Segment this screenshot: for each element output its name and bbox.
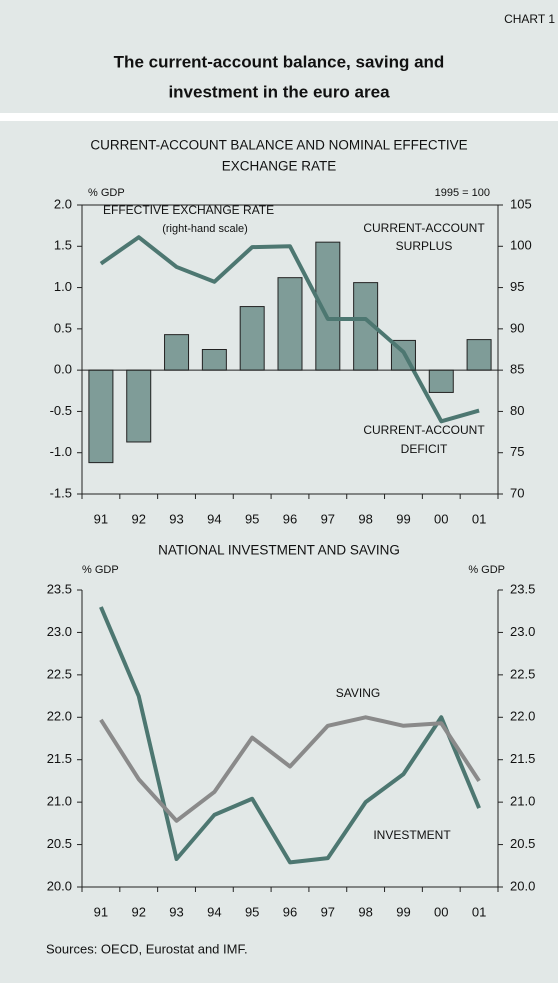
y-tick-label: 23.0 (47, 624, 72, 639)
x-tick-label: 93 (169, 511, 183, 526)
chart-title: EXCHANGE RATE (222, 159, 337, 174)
bar (428, 369, 454, 393)
chart-title: CURRENT-ACCOUNT BALANCE AND NOMINAL EFFE… (90, 138, 467, 153)
y2-tick-label: 20.5 (510, 836, 535, 851)
y-tick-label: 0.0 (54, 362, 72, 377)
bar (466, 339, 492, 371)
y-tick-label: 1.0 (54, 279, 72, 294)
x-tick-label: 91 (94, 511, 108, 526)
y2-tick-label: 21.5 (510, 751, 535, 766)
y2-tick-label: 105 (510, 196, 532, 211)
line (99, 235, 480, 424)
y-tick-label: -1.0 (50, 444, 72, 459)
x-tick-label: 95 (245, 904, 259, 919)
bar (164, 334, 190, 371)
y-tick-label: -1.5 (50, 485, 72, 500)
x-tick-label: 94 (207, 904, 221, 919)
x-tick-label: 98 (358, 904, 372, 919)
x-tick-label: 92 (131, 511, 145, 526)
x-tick-label: 93 (169, 904, 183, 919)
x-tick-label: 91 (94, 904, 108, 919)
y-tick-label: 20.0 (47, 878, 72, 893)
y-tick-label: 22.5 (47, 666, 72, 681)
x-tick-label: 97 (321, 904, 335, 919)
y2-tick-label: 21.0 (510, 794, 535, 809)
x-tick-label: 92 (131, 904, 145, 919)
y-axis-label: % GDP (88, 187, 125, 199)
title: investment in the euro area (168, 82, 390, 101)
x-tick-label: 99 (396, 904, 410, 919)
y-tick-label: 20.5 (47, 836, 72, 851)
y-tick-label: 21.0 (47, 794, 72, 809)
x-tick-label: 00 (434, 904, 448, 919)
x-tick-label: 96 (283, 904, 297, 919)
x-tick-label: 95 (245, 511, 259, 526)
x-tick-label: 96 (283, 511, 297, 526)
y-tick-label: 1.5 (54, 238, 72, 253)
y2-tick-label: 70 (510, 485, 524, 500)
annotation: EFFECTIVE EXCHANGE RATE (103, 203, 274, 217)
annotation: CURRENT-ACCOUNT (363, 221, 485, 235)
x-tick-label: 97 (321, 511, 335, 526)
annotation: (right-hand scale) (162, 223, 248, 235)
annotation: SURPLUS (396, 239, 453, 253)
separator (0, 113, 558, 121)
y2-tick-label: 23.0 (510, 624, 535, 639)
bar (88, 369, 114, 464)
bar (126, 369, 152, 443)
line (99, 715, 481, 823)
x-tick-label: 00 (434, 511, 448, 526)
x-tick-label: 01 (472, 511, 486, 526)
y-axis-label: % GDP (82, 564, 119, 576)
x-tick-label: 94 (207, 511, 221, 526)
chart-label: CHART 1 (504, 12, 555, 26)
y2-tick-label: 90 (510, 320, 524, 335)
y2-tick-label: 80 (510, 403, 524, 418)
y-tick-label: 22.0 (47, 709, 72, 724)
y2-tick-label: 85 (510, 362, 524, 377)
y2-tick-label: 100 (510, 238, 532, 253)
x-tick-label: 98 (358, 511, 372, 526)
bar (201, 349, 227, 371)
series-label: INVESTMENT (373, 828, 451, 842)
y2-tick-label: 22.5 (510, 666, 535, 681)
y2-axis-label: % GDP (468, 564, 505, 576)
y-tick-label: -0.5 (50, 403, 72, 418)
plot-frame (81, 204, 499, 495)
x-tick-label: 99 (396, 511, 410, 526)
footnote: Sources: OECD, Eurostat and IMF. (46, 941, 248, 956)
y-tick-label: 0.5 (54, 320, 72, 335)
y-tick-label: 23.5 (47, 581, 72, 596)
bar (277, 277, 303, 371)
y-tick-label: 2.0 (54, 196, 72, 211)
y-tick-label: 21.5 (47, 751, 72, 766)
y2-tick-label: 22.0 (510, 709, 535, 724)
chart-title: NATIONAL INVESTMENT AND SAVING (158, 543, 400, 558)
y2-tick-label: 75 (510, 444, 524, 459)
x-tick-label: 01 (472, 904, 486, 919)
y2-tick-label: 95 (510, 279, 524, 294)
annotation: CURRENT-ACCOUNT (363, 423, 485, 437)
title: The current-account balance, saving and (114, 52, 445, 71)
y2-tick-label: 23.5 (510, 581, 535, 596)
series-label: SAVING (336, 686, 380, 700)
bar (239, 306, 265, 371)
annotation: DEFICIT (401, 442, 448, 456)
y2-axis-label: 1995 = 100 (435, 187, 490, 199)
y2-tick-label: 20.0 (510, 878, 535, 893)
